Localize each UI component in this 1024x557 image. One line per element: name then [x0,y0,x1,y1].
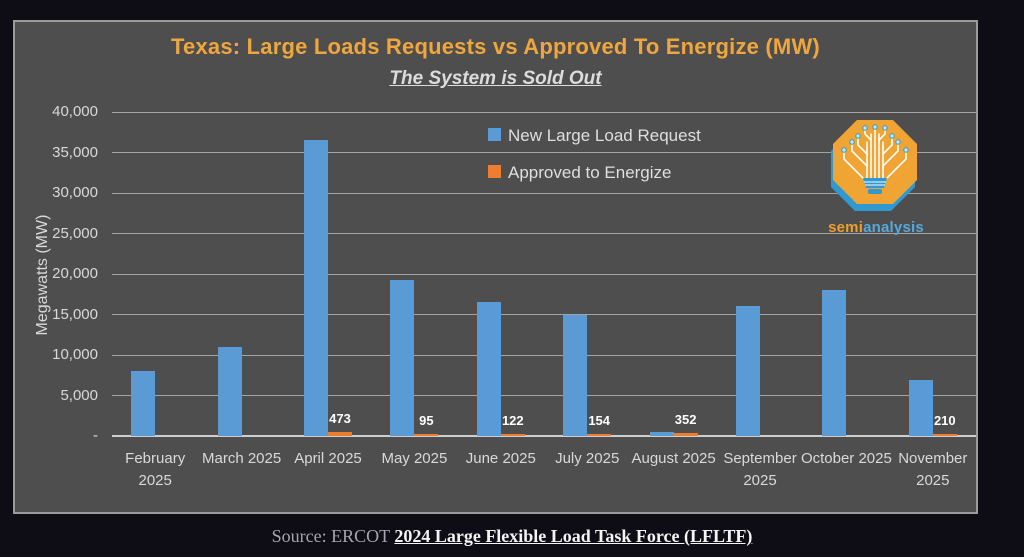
y-tick-label: 25,000 [52,224,98,242]
y-tick-label: 20,000 [52,265,98,282]
bar-new-large-load-request [736,306,760,436]
x-tick-label: August 2025 [631,450,716,467]
semianalysis-wordmark: semianalysis [821,219,931,236]
x-tick-label: June 2025 [465,450,536,467]
data-label: 473 [329,411,351,427]
legend-swatch-blue [488,128,501,141]
y-tick-label: 10,000 [52,346,98,363]
chart-title: Texas: Large Loads Requests vs Approved … [171,34,820,59]
gridline [112,111,976,113]
source-link[interactable]: 2024 Large Flexible Load Task Force (LFL… [394,526,753,546]
gridline [112,233,976,234]
bar-new-large-load-request [304,139,328,436]
bar-new-large-load-request [649,431,674,436]
logo-text-analysis: analysis [863,219,924,236]
x-tick-label: November 2025 [898,450,968,489]
chart-panel: Texas: Large Loads Requests vs Approved … [13,20,978,514]
bar-approved-to-energize [587,434,612,436]
x-tick-label: September 2025 [723,450,797,489]
data-label: 122 [501,413,524,428]
gridline [112,354,976,356]
bar-approved-to-energize [414,434,439,436]
x-tick-label: July 2025 [555,450,620,467]
gridline [112,314,976,315]
bar-new-large-load-request [822,290,847,436]
source-prefix: Source: ERCOT [271,526,395,546]
bar-new-large-load-request [131,371,156,436]
bar-new-large-load-request [476,302,501,436]
x-tick-label: October 2025 [800,450,892,467]
chart-subtitle: The System is Sold Out [389,68,602,89]
legend-label: Approved to Energize [508,163,672,182]
legend-label: New Large Load Request [508,126,701,145]
y-tick-label: 30,000 [52,184,98,201]
y-axis-title: Megawatts (MW) [34,214,51,336]
y-tick-label: 40,000 [52,103,98,120]
bar-approved-to-energize [500,434,525,436]
bar-new-large-load-request [908,380,933,436]
bar-new-large-load-request [217,346,242,436]
semianalysis-logo: semianalysis [821,118,931,236]
bar-approved-to-energize [673,433,698,436]
bar-new-large-load-request [563,314,588,436]
semianalysis-logo-icon [831,120,917,211]
y-tick-label: 5,000 [60,386,98,404]
gridline [112,192,976,194]
data-label: 95 [419,413,434,428]
gridline [112,273,976,275]
y-tick-label: - [93,427,98,444]
gridline [112,395,976,396]
y-tick-label: 15,000 [52,305,98,323]
bar-approved-to-energize [328,432,352,436]
y-tick-label: 35,000 [52,143,98,161]
x-tick-label: March 2025 [201,450,282,467]
x-tick-label: April 2025 [294,450,362,467]
gridline [112,152,976,153]
logo-text-semi: semi [828,219,864,236]
legend-swatch-orange [488,165,501,178]
x-axis-line [112,435,976,437]
source-caption: Source: ERCOT 2024 Large Flexible Load T… [0,526,1024,547]
data-label: 154 [588,413,611,428]
bar-new-large-load-request [390,280,415,436]
x-tick-label: February 2025 [125,450,186,489]
data-label: 210 [933,413,956,428]
x-tick-label: May 2025 [381,450,448,467]
bar-approved-to-energize [932,434,957,436]
data-label: 352 [674,412,697,428]
